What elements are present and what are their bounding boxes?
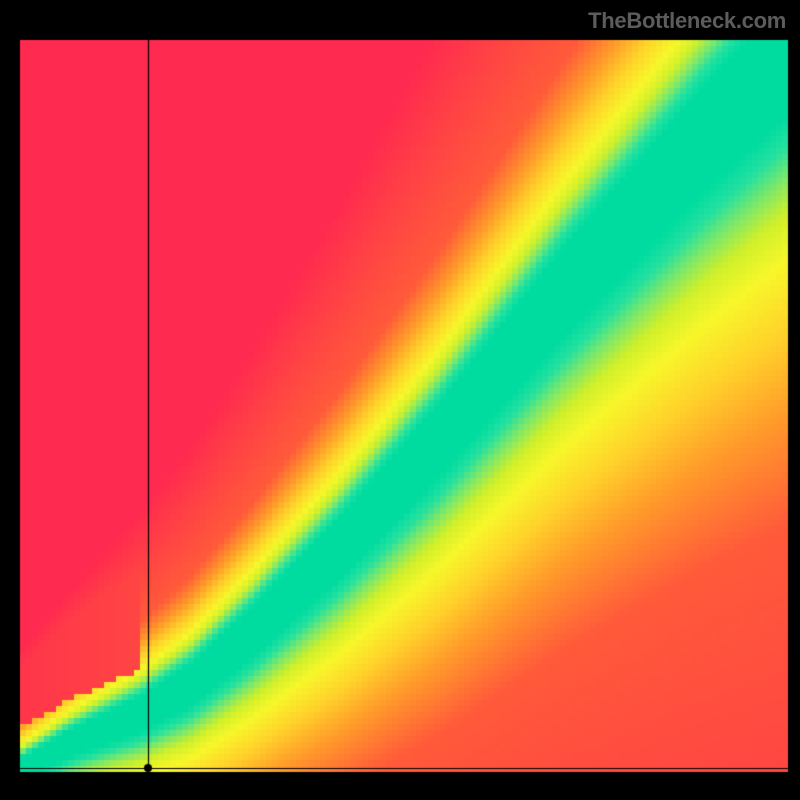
watermark-text: TheBottleneck.com xyxy=(588,8,786,34)
bottleneck-heatmap xyxy=(0,0,800,800)
